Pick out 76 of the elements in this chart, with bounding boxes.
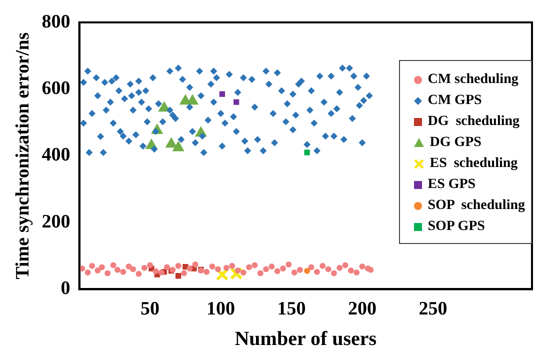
x-tick-label: 250 — [418, 298, 448, 320]
point — [104, 270, 111, 276]
point — [314, 268, 320, 275]
point — [209, 264, 216, 270]
point — [98, 264, 105, 270]
point — [330, 270, 337, 276]
point — [216, 268, 229, 281]
point — [186, 94, 199, 105]
point — [94, 268, 101, 274]
point — [164, 264, 170, 270]
point — [141, 264, 148, 271]
legend-label: ES scheduling — [430, 156, 518, 172]
legend-label: SOP GPS — [428, 218, 485, 234]
point — [342, 262, 348, 268]
y-tick-label: 200 — [42, 211, 70, 232]
legend-label: CM GPS — [428, 92, 482, 108]
legend-label: CM scheduling — [428, 72, 518, 88]
point — [192, 262, 198, 268]
point — [110, 262, 116, 268]
point — [84, 270, 91, 276]
point — [120, 268, 126, 275]
point — [304, 268, 310, 274]
x-axis-title: Number of users — [234, 328, 377, 350]
point — [291, 270, 298, 276]
y-axis-title: Time synchronization error/ns — [12, 32, 34, 280]
x-tick-label: 200 — [348, 298, 376, 320]
point — [89, 262, 96, 269]
legend-label: ES GPS — [428, 176, 476, 192]
point — [280, 266, 286, 272]
point — [223, 264, 230, 271]
point — [152, 268, 159, 274]
point — [257, 270, 264, 276]
legend-label: SOP scheduling — [428, 198, 525, 214]
point — [286, 262, 292, 268]
point — [325, 266, 332, 272]
point — [359, 264, 366, 270]
point — [348, 268, 354, 274]
legend-label: DG GPS — [430, 134, 482, 150]
point — [114, 266, 120, 273]
point — [136, 270, 142, 277]
point — [158, 270, 164, 276]
point — [180, 270, 187, 276]
point — [165, 137, 178, 148]
point — [320, 262, 326, 269]
point — [252, 262, 258, 268]
y-tick-label: 800 — [42, 11, 70, 32]
point — [268, 264, 275, 270]
point — [296, 266, 303, 273]
point — [230, 267, 243, 280]
x-tick-label: 150 — [277, 298, 306, 320]
point — [304, 150, 310, 156]
point — [240, 270, 246, 276]
point — [130, 266, 136, 272]
point — [274, 268, 280, 274]
point — [229, 262, 236, 269]
point — [308, 264, 314, 270]
y-tick-label: 600 — [42, 78, 70, 100]
x-tick-label: 100 — [206, 298, 236, 320]
point — [175, 262, 182, 269]
point — [336, 264, 343, 271]
point — [204, 268, 210, 275]
point — [246, 264, 252, 270]
y-tick-label: 0 — [60, 278, 70, 300]
point — [126, 264, 132, 270]
x-tick-label: 50 — [140, 298, 160, 320]
legend-label: DG scheduling — [428, 114, 520, 130]
point — [234, 268, 241, 274]
point — [176, 273, 182, 279]
point — [147, 262, 154, 268]
point — [172, 140, 184, 152]
point — [368, 266, 374, 273]
point — [186, 266, 193, 272]
point — [263, 266, 270, 272]
point — [354, 270, 360, 276]
point — [214, 266, 221, 272]
y-tick-label: 400 — [42, 144, 70, 166]
